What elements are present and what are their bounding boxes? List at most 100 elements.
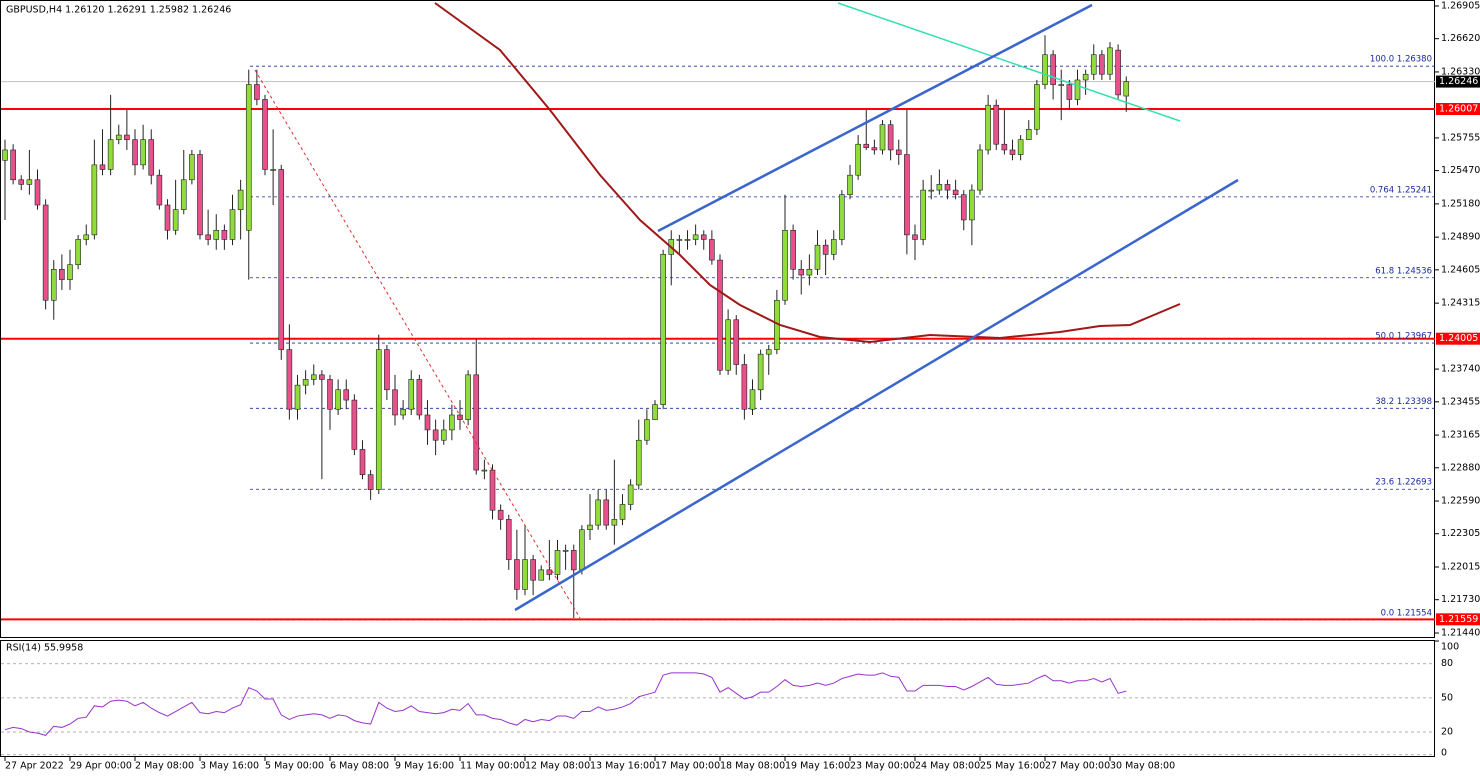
y-tick-label: 1.24315 bbox=[1441, 298, 1480, 309]
rsi-line bbox=[4, 672, 1127, 736]
y-tick-label: 1.24890 bbox=[1441, 232, 1480, 243]
candle-body bbox=[221, 229, 228, 240]
candle-body bbox=[124, 134, 130, 140]
candle-body bbox=[1017, 139, 1024, 155]
candle-body bbox=[67, 264, 73, 280]
x-tick-label: 30 May 08:00 bbox=[1110, 761, 1175, 772]
y-tick-label: 1.22590 bbox=[1441, 496, 1480, 507]
candle-body bbox=[709, 239, 715, 261]
candle-body bbox=[1034, 84, 1040, 130]
level-label: 1.21559 bbox=[1439, 614, 1478, 625]
x-tick-label: 24 May 08:00 bbox=[915, 761, 980, 772]
trendline-lower bbox=[514, 178, 1239, 612]
candle-body bbox=[262, 99, 268, 170]
candle-body bbox=[798, 268, 805, 276]
candle-body bbox=[554, 550, 561, 575]
price-tag bbox=[1436, 75, 1480, 88]
y-tick-label: 1.22305 bbox=[1441, 528, 1480, 539]
y-tick-label: 1.21730 bbox=[1441, 594, 1480, 605]
level-tag bbox=[1436, 332, 1480, 345]
candle-body bbox=[725, 319, 731, 371]
candle-body bbox=[59, 268, 65, 280]
candle-body bbox=[700, 234, 707, 240]
y-tick-label: 1.23740 bbox=[1441, 364, 1480, 375]
x-tick-label: 6 May 08:00 bbox=[330, 761, 389, 772]
candle-body bbox=[587, 524, 593, 531]
candle-body bbox=[692, 234, 699, 240]
x-tick-label: 2 May 08:00 bbox=[135, 761, 194, 772]
candle-body bbox=[814, 244, 821, 270]
candle-body bbox=[400, 408, 406, 416]
x-tick-label: 18 May 08:00 bbox=[720, 761, 785, 772]
candle-body bbox=[619, 504, 626, 520]
candle-body bbox=[197, 154, 203, 236]
candle-body bbox=[863, 143, 870, 148]
candle-body bbox=[99, 164, 106, 170]
candle-body bbox=[343, 389, 350, 401]
candle-body bbox=[489, 469, 496, 511]
chart-title: GBPUSD,H4 1.26120 1.26291 1.25982 1.2624… bbox=[6, 5, 231, 16]
y-tick-label: 1.22880 bbox=[1441, 462, 1480, 473]
trendline-upper bbox=[657, 3, 1093, 233]
candle-body bbox=[757, 353, 764, 391]
candle-body bbox=[839, 194, 845, 240]
candle-body bbox=[595, 499, 601, 526]
fib-trendline bbox=[254, 69, 581, 619]
y-tick-label: 1.21440 bbox=[1441, 627, 1480, 638]
candle-body bbox=[985, 104, 991, 151]
rsi-pane bbox=[0, 640, 1435, 757]
candle-body bbox=[676, 239, 683, 241]
y-tick-label: 1.22015 bbox=[1441, 562, 1480, 573]
level-label: 1.26007 bbox=[1439, 103, 1478, 114]
candle-body bbox=[733, 319, 740, 365]
candle-body bbox=[570, 550, 577, 571]
candle-body bbox=[359, 449, 366, 475]
x-tick-label: 19 May 16:00 bbox=[785, 761, 850, 772]
fib-label: 50.0 1.23967 bbox=[1375, 332, 1432, 342]
candle-body bbox=[140, 139, 146, 166]
candle-body bbox=[562, 550, 569, 552]
candle-body bbox=[10, 149, 16, 181]
candle-body bbox=[1074, 79, 1081, 100]
candle-body bbox=[1050, 54, 1056, 85]
candle-body bbox=[1123, 81, 1130, 97]
x-tick-label: 29 Apr 00:00 bbox=[70, 761, 132, 772]
candle-body bbox=[473, 374, 480, 471]
y-tick-label: 1.26620 bbox=[1441, 33, 1480, 44]
candle-body bbox=[904, 154, 910, 236]
candle-body bbox=[782, 229, 788, 301]
candle-body bbox=[26, 179, 33, 185]
x-tick-label: 3 May 16:00 bbox=[200, 761, 259, 772]
x-tick-label: 25 May 16:00 bbox=[980, 761, 1045, 772]
candle-body bbox=[481, 469, 488, 472]
candle-body bbox=[156, 174, 163, 206]
candle-body bbox=[952, 189, 959, 196]
candle-body bbox=[440, 429, 447, 441]
candle-body bbox=[806, 268, 813, 276]
candle-body bbox=[717, 259, 723, 371]
candle-body bbox=[254, 84, 260, 100]
candle-body bbox=[887, 124, 894, 151]
candle-body bbox=[1099, 54, 1105, 75]
y-tick-label: 1.25470 bbox=[1441, 165, 1480, 176]
x-tick-label: 11 May 00:00 bbox=[460, 761, 525, 772]
y-tick-label: 1.23165 bbox=[1441, 430, 1480, 441]
fib-label: 23.6 1.22693 bbox=[1375, 478, 1432, 488]
candle-body bbox=[928, 189, 935, 192]
candle-body bbox=[1001, 143, 1008, 151]
candle-body bbox=[1025, 129, 1032, 140]
candle-body bbox=[2, 149, 8, 161]
candle-body bbox=[936, 184, 943, 191]
candle-body bbox=[1066, 84, 1073, 100]
candle-body bbox=[245, 84, 252, 231]
fib-label: 38.2 1.23398 bbox=[1375, 397, 1432, 407]
candle-body bbox=[514, 559, 520, 590]
candle-body bbox=[424, 414, 431, 431]
candle-body bbox=[432, 429, 439, 441]
candle-body bbox=[627, 484, 634, 505]
fib-label: 0.0 1.21554 bbox=[1381, 608, 1432, 618]
candle-body bbox=[205, 234, 211, 240]
candle-body bbox=[969, 189, 975, 221]
moving-average bbox=[434, 2, 1181, 344]
